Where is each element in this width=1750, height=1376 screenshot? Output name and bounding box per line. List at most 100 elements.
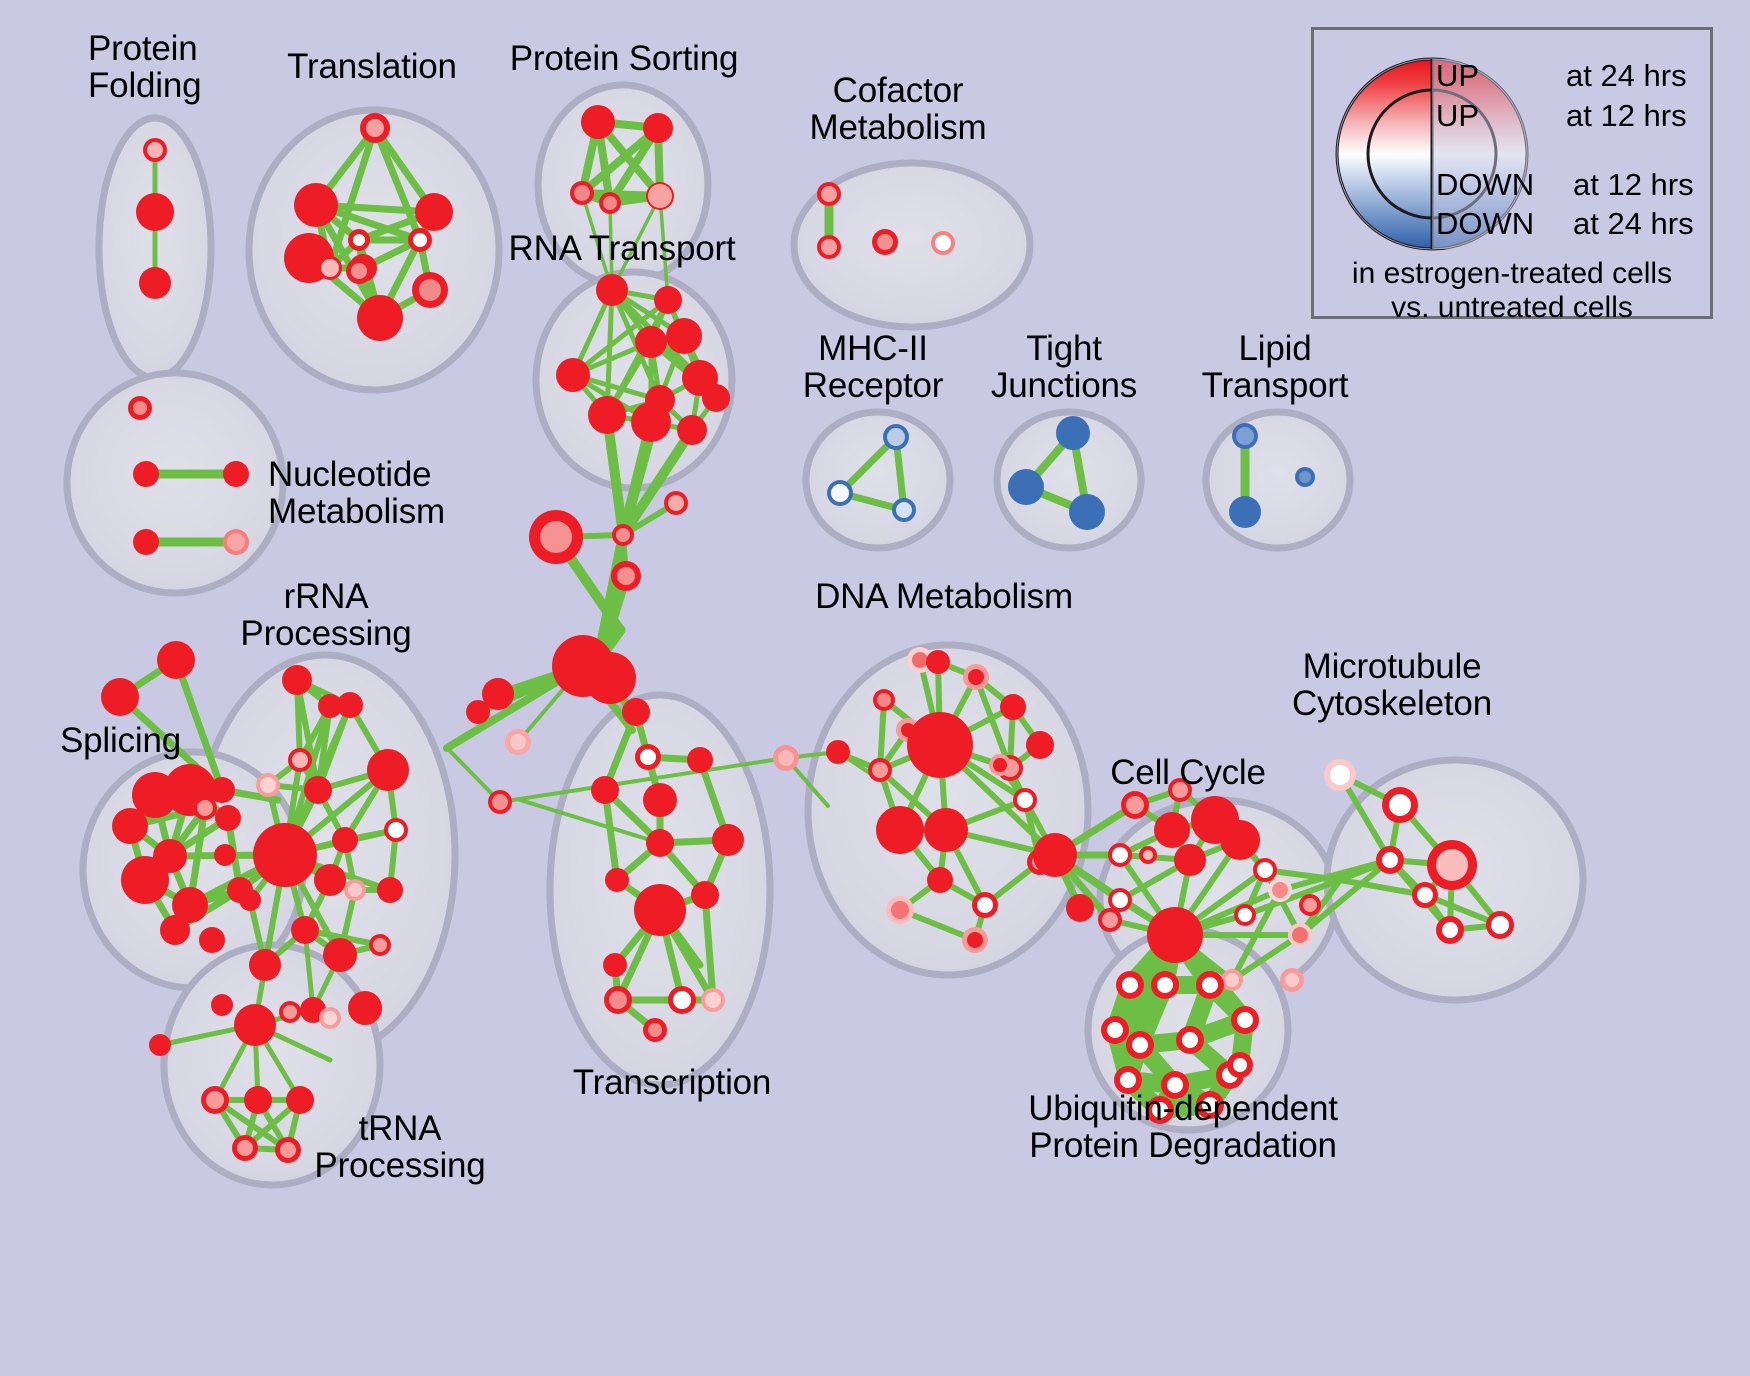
node bbox=[702, 384, 730, 412]
node bbox=[101, 678, 139, 716]
node bbox=[612, 524, 634, 546]
node bbox=[1268, 878, 1292, 902]
node bbox=[1147, 907, 1203, 963]
cluster-label-translation: Translation bbox=[287, 47, 457, 86]
node bbox=[611, 561, 641, 591]
node bbox=[1101, 1016, 1129, 1044]
node bbox=[666, 318, 702, 354]
node bbox=[1221, 969, 1243, 991]
node bbox=[701, 988, 725, 1012]
blob-tight-junctions bbox=[993, 408, 1145, 552]
node bbox=[314, 864, 346, 896]
node bbox=[143, 138, 167, 162]
node bbox=[1069, 494, 1105, 530]
node bbox=[157, 641, 195, 679]
node bbox=[209, 777, 235, 803]
legend-box: UP at 24 hrs UP at 12 hrs DOWN at 12 hrs… bbox=[1311, 27, 1713, 324]
node bbox=[1288, 923, 1312, 947]
node bbox=[1299, 894, 1321, 916]
node bbox=[304, 776, 332, 804]
node bbox=[232, 1135, 258, 1161]
cluster-label-lipid-transport: Lipid Transport bbox=[1201, 329, 1349, 406]
node bbox=[1151, 971, 1179, 999]
cluster-label-mhc-ii-receptor: MHC-II Receptor bbox=[802, 329, 944, 406]
node bbox=[318, 694, 342, 718]
node bbox=[817, 235, 841, 259]
node bbox=[1253, 858, 1277, 882]
cluster-label-trna-processing: tRNA Processing bbox=[314, 1109, 486, 1186]
node bbox=[1295, 467, 1315, 487]
node bbox=[294, 183, 338, 227]
node bbox=[239, 889, 261, 911]
node bbox=[1108, 843, 1132, 867]
node bbox=[603, 953, 627, 977]
node bbox=[646, 182, 674, 210]
node bbox=[160, 915, 190, 945]
network-nodes bbox=[101, 105, 1514, 1163]
node bbox=[643, 1018, 667, 1042]
node bbox=[872, 229, 898, 255]
legend-time-down-12: at 12 hrs bbox=[1573, 167, 1694, 202]
node bbox=[1196, 1091, 1224, 1119]
node bbox=[643, 113, 673, 143]
node bbox=[826, 740, 850, 764]
blob-mhc bbox=[802, 408, 954, 552]
legend-state-up-12: UP bbox=[1436, 98, 1480, 133]
node bbox=[346, 258, 372, 284]
node bbox=[408, 228, 432, 252]
node bbox=[1227, 1052, 1253, 1078]
node bbox=[323, 938, 357, 972]
node bbox=[139, 267, 171, 299]
node bbox=[1436, 916, 1464, 944]
node bbox=[924, 808, 968, 852]
node bbox=[654, 286, 682, 314]
node bbox=[570, 181, 594, 205]
node bbox=[369, 934, 391, 956]
cluster-label-cell-cycle: Cell Cycle bbox=[1110, 753, 1266, 792]
legend-diagram bbox=[1335, 57, 1542, 251]
legend-time-up-24: at 24 hrs bbox=[1566, 58, 1687, 93]
cluster-label-protein-folding: Protein Folding bbox=[88, 29, 202, 106]
node bbox=[128, 396, 152, 420]
node bbox=[234, 1004, 276, 1046]
node bbox=[1121, 791, 1149, 819]
node bbox=[622, 698, 650, 726]
node bbox=[989, 754, 1011, 776]
node bbox=[279, 1001, 301, 1023]
cluster-label-dna-metabolism: DNA Metabolism bbox=[815, 577, 1073, 616]
node bbox=[556, 358, 590, 392]
node bbox=[712, 824, 744, 856]
node bbox=[344, 879, 366, 901]
node bbox=[1382, 787, 1418, 823]
node bbox=[319, 1007, 341, 1029]
node bbox=[1033, 833, 1077, 877]
node bbox=[488, 790, 512, 814]
node bbox=[282, 665, 312, 695]
node bbox=[215, 805, 241, 831]
node bbox=[631, 402, 671, 442]
node bbox=[873, 689, 895, 711]
node bbox=[223, 461, 249, 487]
node bbox=[1108, 888, 1132, 912]
node bbox=[1220, 820, 1260, 860]
node bbox=[253, 823, 317, 887]
legend-time-down-24: at 24 hrs bbox=[1573, 206, 1694, 241]
blob-cofactor bbox=[790, 159, 1034, 331]
node bbox=[348, 991, 382, 1025]
node bbox=[121, 856, 169, 904]
node bbox=[588, 396, 626, 434]
node bbox=[687, 747, 713, 773]
cluster-label-tight-junctions: Tight Junctions bbox=[990, 329, 1138, 406]
node bbox=[466, 700, 490, 724]
node bbox=[1196, 971, 1224, 999]
node bbox=[1161, 1071, 1189, 1099]
node bbox=[1066, 894, 1094, 922]
node bbox=[1376, 846, 1404, 874]
cluster-label-transcription: Transcription bbox=[572, 1063, 772, 1102]
node bbox=[635, 326, 667, 358]
cluster-label-rrna-processing: rRNA Processing bbox=[240, 577, 412, 654]
node bbox=[412, 272, 448, 308]
node bbox=[211, 994, 233, 1016]
